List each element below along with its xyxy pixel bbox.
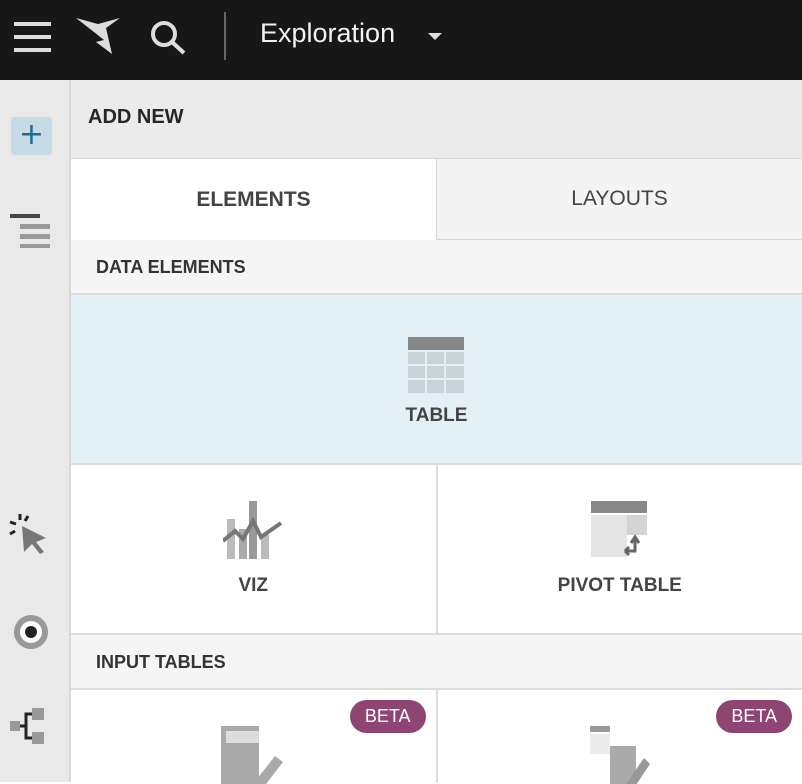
add-new-panel: ADD NEW ELEMENTS LAYOUTS DATA ELEMENTS T…: [71, 80, 802, 782]
linked-input-table-element[interactable]: BETA: [436, 690, 802, 783]
search-icon[interactable]: [150, 20, 188, 56]
beta-badge: BETA: [350, 700, 426, 733]
pivot-table-label: PIVOT TABLE: [558, 575, 682, 597]
pivot-table-icon: [591, 501, 649, 559]
linked-input-table-icon: [590, 726, 652, 784]
hierarchy-icon[interactable]: [10, 708, 54, 748]
input-table-icon: [221, 726, 283, 784]
section-input-tables: INPUT TABLES: [71, 635, 802, 690]
pivot-table-element[interactable]: PIVOT TABLE: [436, 465, 802, 635]
add-icon[interactable]: +: [11, 117, 52, 155]
table-element[interactable]: TABLE: [71, 295, 802, 465]
cursor-select-icon[interactable]: [6, 512, 52, 556]
divider: [224, 12, 226, 60]
table-icon: [408, 337, 466, 395]
sidebar: +: [0, 80, 71, 782]
tab-elements[interactable]: ELEMENTS: [71, 159, 436, 240]
beta-badge: BETA: [716, 700, 792, 733]
top-bar: Exploration: [0, 0, 802, 80]
viz-chart-icon: [223, 501, 283, 559]
menu-icon[interactable]: [14, 22, 51, 52]
section-data-elements: DATA ELEMENTS: [71, 240, 802, 295]
table-label: TABLE: [406, 405, 468, 427]
logo-icon[interactable]: [76, 16, 122, 56]
viz-label: VIZ: [238, 575, 268, 597]
panel-title: ADD NEW: [71, 80, 802, 159]
chevron-down-icon[interactable]: [428, 33, 442, 41]
viz-element[interactable]: VIZ: [71, 465, 436, 635]
settings-icon[interactable]: [11, 612, 51, 652]
tab-layouts[interactable]: LAYOUTS: [436, 159, 802, 240]
outline-icon[interactable]: [10, 214, 52, 248]
input-table-element[interactable]: BETA: [71, 690, 436, 783]
page-title[interactable]: Exploration: [260, 18, 395, 49]
